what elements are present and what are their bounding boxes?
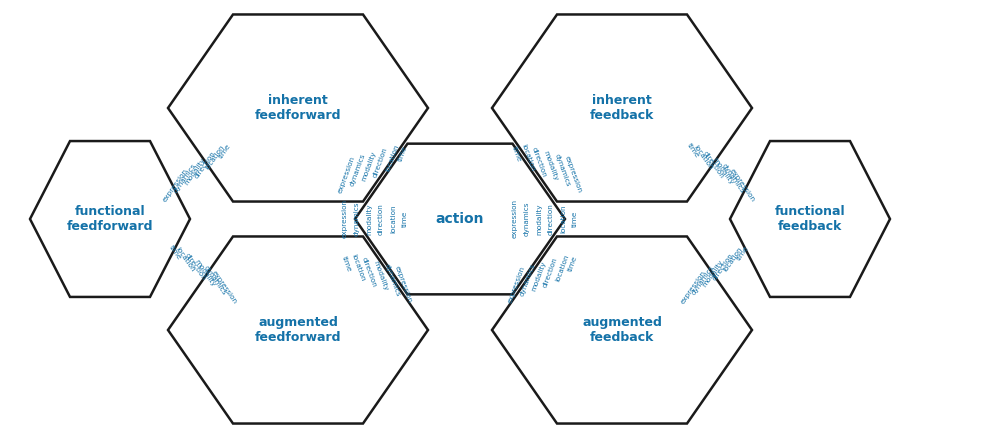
Text: augmented
feedforward: augmented feedforward <box>255 316 342 344</box>
Text: dynamics: dynamics <box>524 202 530 236</box>
Polygon shape <box>30 141 190 297</box>
Text: time: time <box>168 244 183 261</box>
Polygon shape <box>492 14 752 201</box>
Text: modality: modality <box>184 157 207 186</box>
Text: location: location <box>390 205 396 233</box>
Text: expression: expression <box>211 269 238 305</box>
Text: dynamics: dynamics <box>553 153 570 187</box>
Text: modality: modality <box>362 150 378 182</box>
Text: dynamics: dynamics <box>384 263 401 297</box>
Text: time: time <box>342 255 353 272</box>
Polygon shape <box>355 144 565 294</box>
Text: dynamics: dynamics <box>354 202 360 236</box>
Text: modality: modality <box>542 150 558 182</box>
Text: expression: expression <box>679 269 707 305</box>
Polygon shape <box>492 237 752 424</box>
Text: modality: modality <box>194 259 217 288</box>
Text: time: time <box>402 211 408 227</box>
Text: dynamics: dynamics <box>519 263 536 297</box>
Text: location: location <box>692 144 714 171</box>
Text: location: location <box>560 205 566 233</box>
Text: direction: direction <box>531 146 547 178</box>
Text: action: action <box>436 212 485 226</box>
Text: time: time <box>511 145 522 162</box>
Text: time: time <box>567 255 578 272</box>
Text: dynamics: dynamics <box>350 153 367 187</box>
Text: inherent
feedforward: inherent feedforward <box>255 94 342 122</box>
Text: augmented
feedback: augmented feedback <box>582 316 662 344</box>
Text: time: time <box>398 145 409 162</box>
Text: dynamics: dynamics <box>691 265 715 296</box>
Text: expression: expression <box>507 265 526 304</box>
Text: modality: modality <box>366 203 372 235</box>
Text: expression: expression <box>162 167 189 203</box>
Text: expression: expression <box>512 199 518 239</box>
Text: expression: expression <box>563 155 582 194</box>
Text: expression: expression <box>394 265 413 304</box>
Text: direction: direction <box>184 252 207 281</box>
Text: location: location <box>385 143 400 172</box>
Text: functional
feedback: functional feedback <box>774 205 845 233</box>
Text: expression: expression <box>729 167 756 203</box>
Text: direction: direction <box>542 256 558 288</box>
Text: functional
feedforward: functional feedforward <box>67 205 153 233</box>
Text: time: time <box>686 142 700 159</box>
Text: location: location <box>351 254 366 282</box>
Text: direction: direction <box>378 203 384 235</box>
Text: dynamics: dynamics <box>173 162 198 194</box>
Text: modality: modality <box>711 157 734 186</box>
Text: direction: direction <box>711 252 734 281</box>
Text: location: location <box>204 144 226 171</box>
Text: location: location <box>554 254 569 282</box>
Text: direction: direction <box>701 150 724 179</box>
Text: expression: expression <box>342 199 348 239</box>
Text: modality: modality <box>531 260 547 292</box>
Text: location: location <box>722 246 743 273</box>
Text: direction: direction <box>373 146 389 178</box>
Text: modality: modality <box>701 259 724 288</box>
Polygon shape <box>168 14 428 201</box>
Text: time: time <box>218 142 232 159</box>
Polygon shape <box>730 141 890 297</box>
Polygon shape <box>168 237 428 424</box>
Text: time: time <box>572 211 578 227</box>
Text: modality: modality <box>536 203 542 235</box>
Text: location: location <box>175 246 196 273</box>
Text: dynamics: dynamics <box>203 265 227 296</box>
Text: dynamics: dynamics <box>720 162 745 194</box>
Text: expression: expression <box>338 155 357 194</box>
Text: direction: direction <box>194 150 217 179</box>
Text: modality: modality <box>373 260 389 292</box>
Text: inherent
feedback: inherent feedback <box>589 94 654 122</box>
Text: direction: direction <box>361 256 378 288</box>
Text: location: location <box>520 143 535 172</box>
Text: direction: direction <box>548 203 554 235</box>
Text: time: time <box>735 244 749 261</box>
